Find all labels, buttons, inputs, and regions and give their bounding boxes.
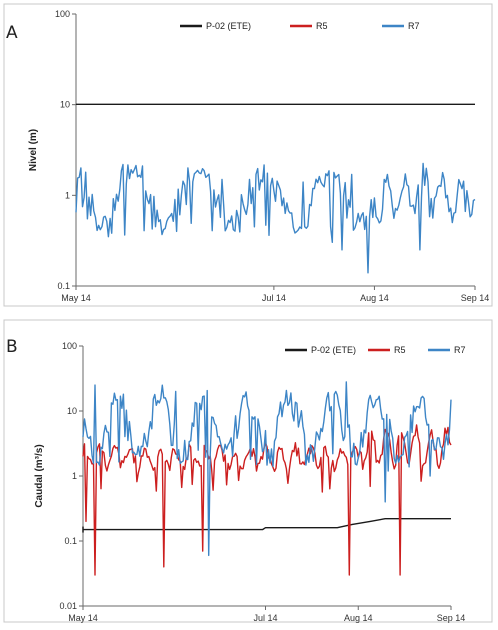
panel-letter: B — [6, 337, 18, 357]
legend-entry: R5 — [316, 21, 328, 31]
x-tick-label: May 14 — [68, 613, 98, 623]
x-tick-label: Jul 14 — [253, 613, 277, 623]
panel-a: A 0.1 1 10 100 May 14 Jul 14 Aug 14 Sep 14 Nivel … — [3, 3, 493, 307]
legend-entry: R7 — [408, 21, 420, 31]
series-line — [82, 381, 452, 557]
legend-entry: P-02 (ETE) — [311, 345, 356, 355]
y-axis-label: Nivel (m) — [28, 129, 39, 171]
panel-frame — [3, 319, 493, 623]
y-tick-label: 100 — [55, 9, 70, 19]
series-line — [75, 162, 476, 274]
legend-entry: R5 — [394, 345, 406, 355]
x-tick-label: Aug 14 — [344, 613, 373, 623]
x-tick-label: Aug 14 — [360, 293, 389, 303]
legend-entry: P-02 (ETE) — [206, 21, 251, 31]
y-tick-label: 10 — [67, 406, 77, 416]
x-tick-label: Jul 14 — [262, 293, 286, 303]
y-tick-label: 0.01 — [59, 601, 77, 611]
panel-b: B 0.01 0.1 1 10 100 May 14 Jul 14 Aug 14 Sep 14 Ca… — [3, 319, 493, 623]
panel-frame — [3, 3, 493, 307]
y-tick-label: 100 — [62, 341, 77, 351]
panel-letter: A — [6, 23, 18, 43]
x-tick-label: May 14 — [61, 293, 91, 303]
legend-entry: R7 — [454, 345, 466, 355]
x-tick-label: Sep 14 — [437, 613, 466, 623]
y-axis-label: Caudal (m³/s) — [34, 444, 45, 507]
y-tick-label: 0.1 — [64, 536, 77, 546]
x-tick-label: Sep 14 — [461, 293, 490, 303]
series-line — [83, 518, 451, 531]
y-tick-label: 0.1 — [57, 281, 70, 291]
y-tick-label: 1 — [72, 471, 77, 481]
y-tick-label: 10 — [60, 100, 70, 110]
y-tick-label: 1 — [65, 190, 70, 200]
